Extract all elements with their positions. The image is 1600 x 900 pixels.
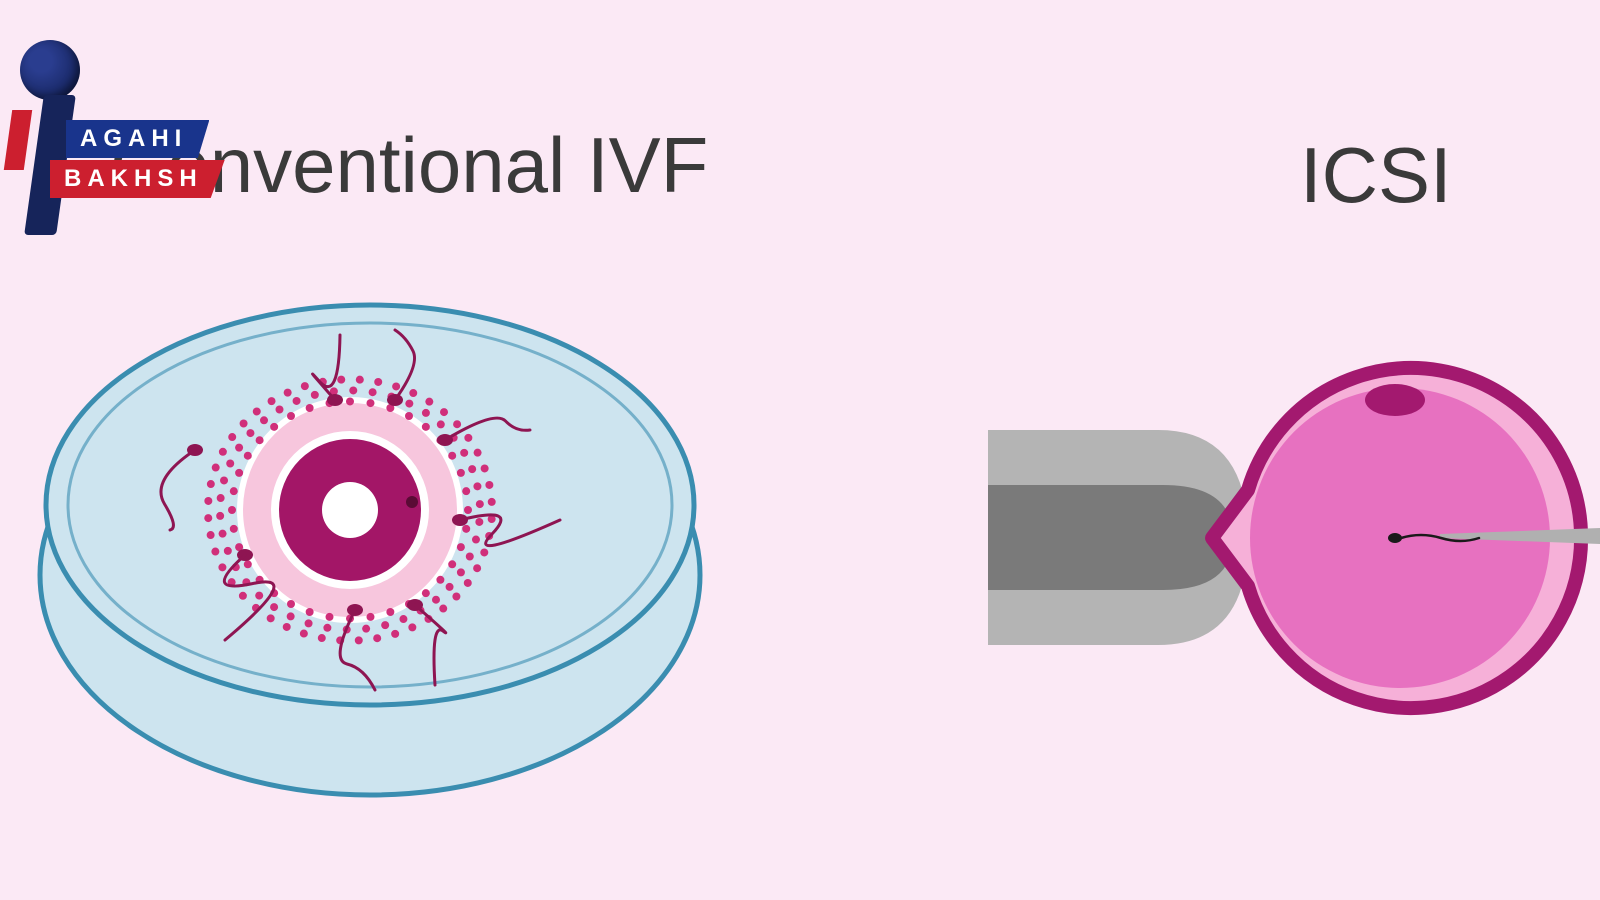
holding-pipette-inner-icon xyxy=(988,485,1233,590)
microphone-head-icon xyxy=(20,40,80,100)
icsi-polar-body-icon xyxy=(1365,384,1425,416)
ivf-egg-polar-body-icon xyxy=(406,496,418,508)
logo-stripe-icon xyxy=(4,110,32,170)
ivf-egg-nucleus-icon xyxy=(322,482,378,538)
logo-text-line1: AGAHI xyxy=(66,120,209,158)
brand-logo: AGAHI BAKHSH xyxy=(0,40,260,240)
logo-text-line2: BAKHSH xyxy=(50,160,225,198)
